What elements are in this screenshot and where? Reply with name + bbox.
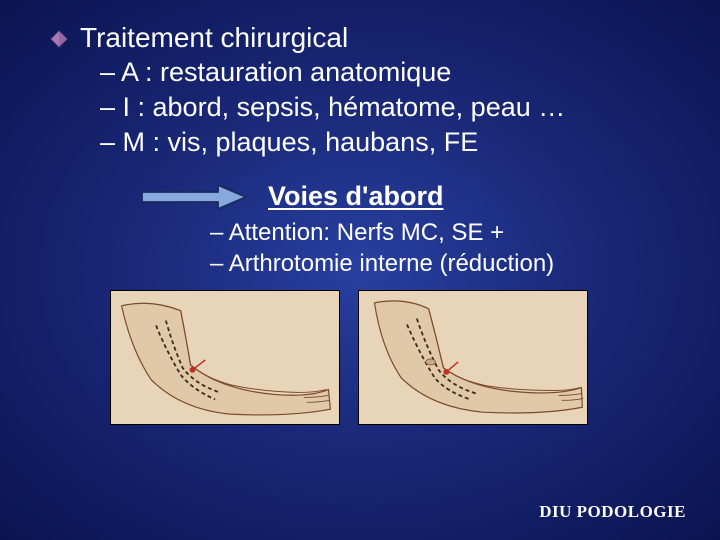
sub-item-a: – A : restauration anatomique xyxy=(100,56,690,90)
attention-item-2: – Arthrotomie interne (réduction) xyxy=(210,249,690,280)
sub-item-m: – M : vis, plaques, haubans, FE xyxy=(100,126,690,160)
section-row: Voies d'abord xyxy=(140,181,690,212)
attention-item-1: – Attention: Nerfs MC, SE + xyxy=(210,218,690,249)
sub-item-i: – I : abord, sepsis, hématome, peau … xyxy=(100,91,690,125)
section-title: Voies d'abord xyxy=(268,181,443,212)
sub-list: – A : restauration anatomique – I : abor… xyxy=(100,56,690,159)
anatomy-image-left xyxy=(110,290,340,425)
images-row xyxy=(110,290,690,425)
anatomy-image-right xyxy=(358,290,588,425)
main-title: Traitement chirurgical xyxy=(80,22,348,54)
footer-text: DIU PODOLOGIE xyxy=(539,502,686,522)
diamond-bullet-icon xyxy=(50,30,68,48)
attention-list: – Attention: Nerfs MC, SE + – Arthrotomi… xyxy=(210,218,690,279)
arrow-right-icon xyxy=(140,182,250,212)
slide-body: Traitement chirurgical – A : restauratio… xyxy=(0,0,720,540)
main-bullet-row: Traitement chirurgical xyxy=(50,22,690,54)
